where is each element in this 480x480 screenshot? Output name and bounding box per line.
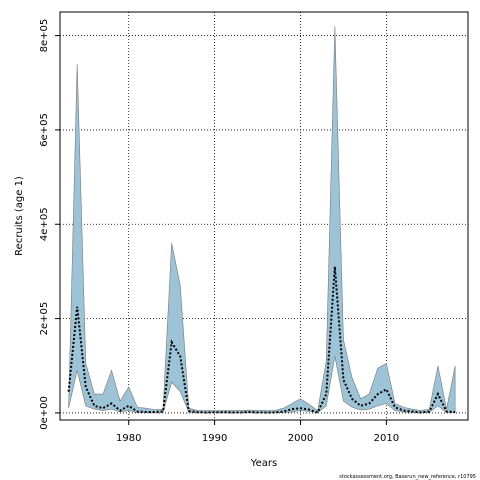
x-tick-label: 2010 [374, 433, 399, 444]
grid-lines [60, 12, 468, 420]
y-axis-title: Recruits (age 1) [14, 176, 25, 256]
x-axis: 1980 1990 2000 2010 [116, 420, 399, 444]
y-tick-label: 8e+05 [39, 19, 50, 53]
x-axis-title: Years [250, 458, 277, 469]
x-tick-label: 1980 [116, 433, 141, 444]
y-tick-label: 4e+05 [39, 207, 50, 241]
y-tick-label: 6e+05 [39, 113, 50, 147]
y-tick-label: 0e+00 [39, 396, 50, 430]
y-axis: 0e+00 2e+05 4e+05 6e+05 8e+05 [39, 19, 60, 430]
y-tick-label: 2e+05 [39, 302, 50, 336]
confidence-band [68, 26, 456, 414]
plot-frame [59, 11, 469, 421]
median-series-line [67, 266, 456, 414]
x-tick-label: 1990 [202, 433, 227, 444]
footnote: stockassessment.org, Baserun_new_referen… [339, 474, 476, 480]
x-tick-label: 2000 [288, 433, 313, 444]
